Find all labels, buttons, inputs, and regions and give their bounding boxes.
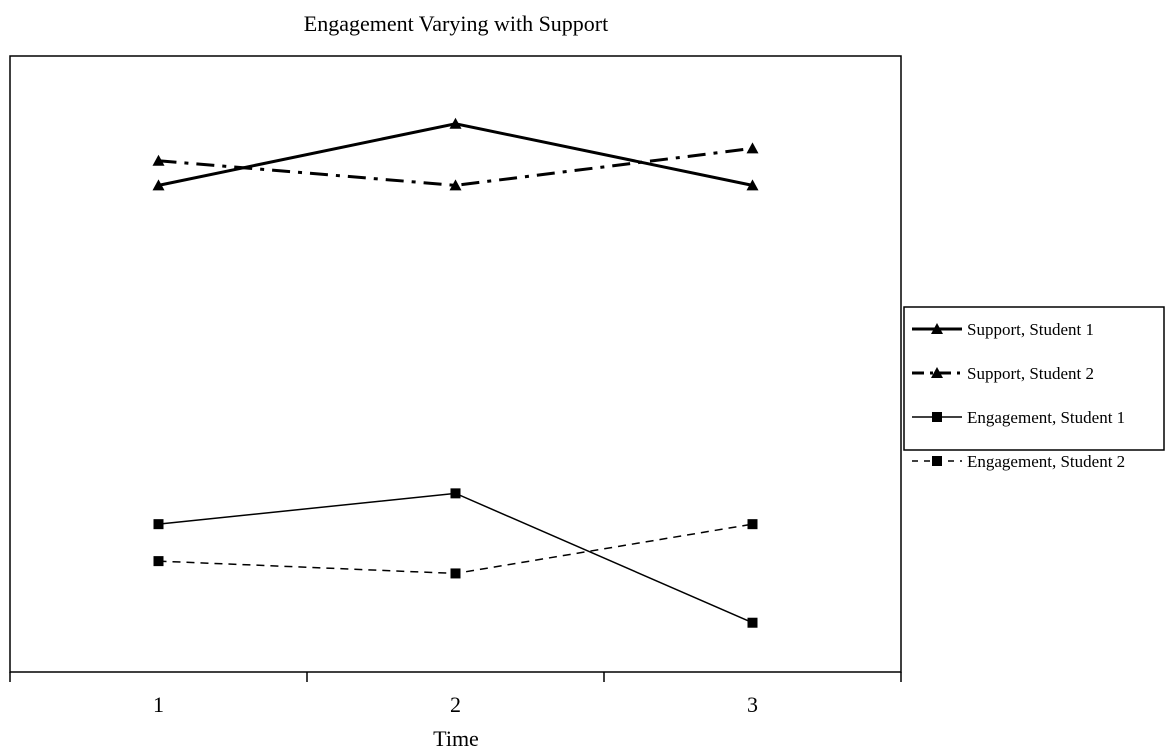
legend-marker bbox=[932, 456, 942, 466]
series-layer bbox=[152, 117, 759, 628]
legend-item: Engagement, Student 2 bbox=[912, 452, 1125, 471]
legend-label: Engagement, Student 1 bbox=[967, 408, 1125, 427]
legend-item: Support, Student 2 bbox=[912, 364, 1094, 383]
data-point bbox=[746, 142, 759, 154]
series-3 bbox=[153, 488, 758, 628]
data-point bbox=[153, 556, 164, 567]
series-1 bbox=[152, 117, 759, 191]
series-line bbox=[158, 146, 753, 187]
data-point bbox=[152, 179, 165, 191]
legend-marker bbox=[932, 412, 942, 422]
data-point bbox=[746, 179, 759, 191]
data-point bbox=[747, 519, 758, 530]
x-tick-label: 3 bbox=[747, 692, 758, 717]
legend-item: Support, Student 1 bbox=[912, 320, 1094, 339]
x-tick-label: 1 bbox=[153, 692, 164, 717]
chart-title: Engagement Varying with Support bbox=[304, 11, 609, 36]
series-4 bbox=[153, 519, 758, 579]
data-point bbox=[153, 519, 164, 530]
data-point bbox=[449, 117, 462, 129]
legend-label: Engagement, Student 2 bbox=[967, 452, 1125, 471]
x-axis: 1 2 3 bbox=[9, 672, 902, 717]
data-point bbox=[449, 179, 462, 191]
plot-area bbox=[9, 55, 902, 673]
legend: Support, Student 1 Support, Student 2 Enga… bbox=[903, 306, 1165, 471]
legend-label: Support, Student 1 bbox=[967, 320, 1094, 339]
legend-item: Engagement, Student 1 bbox=[912, 408, 1125, 427]
series-2 bbox=[152, 142, 759, 191]
legend-marker bbox=[931, 367, 943, 378]
data-point bbox=[450, 568, 461, 579]
legend-label: Support, Student 2 bbox=[967, 364, 1094, 383]
data-point bbox=[450, 488, 461, 499]
x-axis-label: Time bbox=[433, 726, 479, 751]
legend-marker bbox=[931, 323, 943, 334]
x-tick-label: 2 bbox=[450, 692, 461, 717]
legend-box bbox=[903, 306, 1165, 451]
data-point bbox=[747, 617, 758, 628]
data-point bbox=[152, 154, 165, 166]
